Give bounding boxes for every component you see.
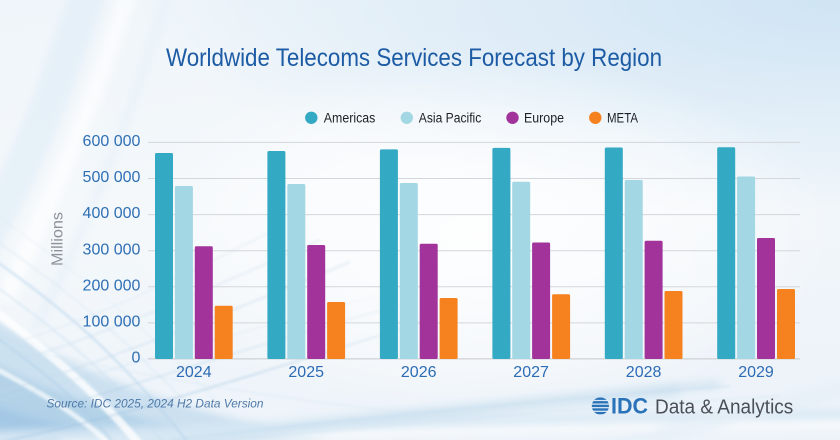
svg-text:Asia Pacific: Asia Pacific — [419, 110, 482, 125]
svg-text:600 000: 600 000 — [83, 133, 141, 150]
svg-text:300 000: 300 000 — [83, 241, 141, 258]
svg-text:400 000: 400 000 — [83, 205, 141, 222]
svg-text:Data & Analytics: Data & Analytics — [655, 396, 793, 418]
svg-text:Worldwide Telecoms Services Fo: Worldwide Telecoms Services Forecast by … — [166, 44, 662, 72]
svg-text:100 000: 100 000 — [83, 314, 141, 331]
svg-text:Source: IDC 2025, 2024 H2 Data: Source: IDC 2025, 2024 H2 Data Version — [47, 398, 264, 410]
svg-text:500 000: 500 000 — [83, 169, 141, 186]
svg-text:2025: 2025 — [288, 364, 324, 381]
svg-text:0: 0 — [131, 350, 140, 367]
svg-text:2027: 2027 — [513, 364, 549, 381]
svg-text:2029: 2029 — [738, 364, 774, 381]
svg-text:2024: 2024 — [176, 364, 212, 381]
svg-text:Millions: Millions — [50, 212, 67, 266]
svg-text:2028: 2028 — [626, 364, 662, 381]
svg-text:2026: 2026 — [401, 364, 437, 381]
svg-text:META: META — [607, 110, 638, 125]
svg-text:IDC: IDC — [611, 394, 648, 419]
svg-text:Europe: Europe — [524, 110, 564, 125]
svg-text:Americas: Americas — [324, 110, 376, 125]
svg-text:200 000: 200 000 — [83, 277, 141, 294]
